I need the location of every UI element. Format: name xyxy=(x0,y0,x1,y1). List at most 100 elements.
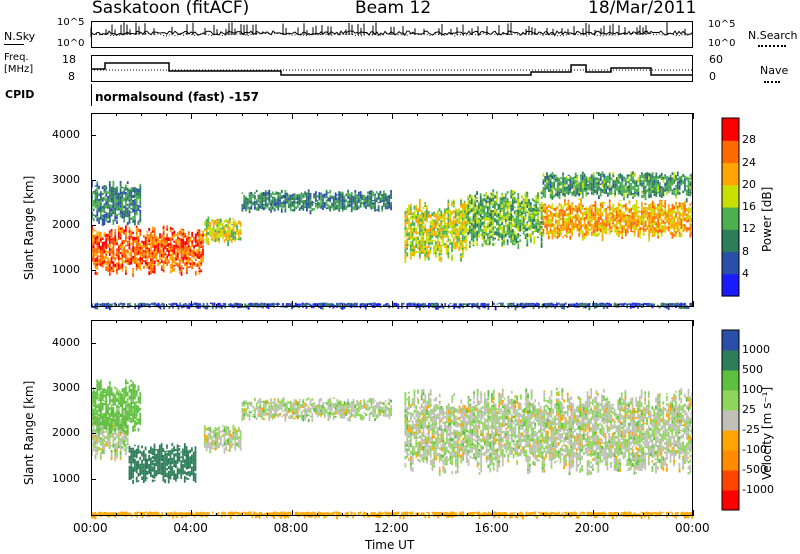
range-cell xyxy=(680,215,683,217)
range-cell xyxy=(409,252,412,254)
range-cell xyxy=(155,247,158,250)
range-cell xyxy=(280,209,283,213)
range-cell xyxy=(187,266,190,268)
range-cell xyxy=(447,249,450,252)
range-cell xyxy=(521,228,523,232)
range-cell xyxy=(571,209,573,211)
range-cell xyxy=(549,226,552,230)
range-cell xyxy=(110,238,113,241)
range-cell xyxy=(560,230,563,234)
range-cell xyxy=(100,193,102,198)
range-cell xyxy=(653,203,656,206)
range-cell xyxy=(675,175,677,179)
range-cell xyxy=(211,302,214,306)
range-cell xyxy=(648,194,650,199)
range-cell xyxy=(189,248,192,253)
range-cell xyxy=(594,220,597,225)
range-cell xyxy=(390,196,392,199)
range-cell xyxy=(522,207,525,212)
range-cell xyxy=(673,175,676,179)
range-cell xyxy=(103,209,106,212)
range-cell xyxy=(447,252,450,256)
range-cell xyxy=(374,201,376,204)
range-cell xyxy=(537,211,539,214)
range-cell xyxy=(440,232,443,237)
range-cell xyxy=(119,263,122,266)
range-cell xyxy=(522,230,525,235)
range-cell xyxy=(541,306,544,308)
range-cell xyxy=(519,235,521,237)
range-cell xyxy=(338,208,341,212)
range-cell xyxy=(162,266,165,270)
range-cell xyxy=(379,193,382,196)
range-cell xyxy=(341,199,344,203)
range-cell xyxy=(356,206,358,211)
range-cell xyxy=(319,302,322,306)
range-cell xyxy=(589,216,591,219)
range-cell xyxy=(193,240,195,242)
range-cell xyxy=(501,202,504,205)
range-cell xyxy=(134,198,136,202)
range-cell xyxy=(546,215,548,220)
range-cell xyxy=(420,221,423,224)
range-cell xyxy=(607,192,609,195)
range-cell xyxy=(465,223,468,225)
range-cell xyxy=(560,233,563,235)
range-cell xyxy=(96,206,99,211)
range-cell xyxy=(347,192,349,197)
range-cell xyxy=(194,258,197,261)
range-cell xyxy=(345,193,348,196)
range-cell xyxy=(655,223,658,226)
range-cell xyxy=(285,306,288,309)
range-cell xyxy=(465,303,468,306)
range-cell xyxy=(452,199,455,201)
range-cell xyxy=(372,200,375,201)
range-cell xyxy=(512,302,515,306)
range-cell xyxy=(485,303,488,307)
range-cell xyxy=(375,199,378,203)
range-cell xyxy=(249,302,252,305)
range-cell xyxy=(619,212,622,214)
range-cell xyxy=(134,306,137,309)
range-cell xyxy=(368,205,371,208)
range-cell xyxy=(682,202,685,204)
range-cell xyxy=(135,263,138,268)
range-cell xyxy=(128,193,131,197)
range-cell xyxy=(678,176,681,180)
range-cell xyxy=(304,199,306,204)
range-cell xyxy=(488,230,491,234)
range-cell xyxy=(673,223,676,227)
range-cell xyxy=(685,198,688,203)
range-cell xyxy=(125,266,127,270)
range-cell xyxy=(504,218,507,223)
range-cell xyxy=(567,217,570,222)
range-cell xyxy=(114,229,117,232)
range-cell xyxy=(648,220,650,224)
range-cell xyxy=(461,242,464,246)
range-cell xyxy=(511,304,513,307)
range-cell xyxy=(676,205,679,209)
range-cell xyxy=(522,222,525,224)
range-cell xyxy=(440,226,443,228)
range-cell xyxy=(641,183,643,187)
range-cell xyxy=(146,231,149,233)
range-cell xyxy=(585,226,588,229)
range-cell xyxy=(225,236,228,241)
range-cell xyxy=(610,190,613,195)
range-cell xyxy=(542,218,545,222)
range-cell xyxy=(476,214,478,216)
range-cell xyxy=(406,231,409,233)
range-cell xyxy=(445,241,448,243)
range-cell xyxy=(461,247,464,250)
range-cell xyxy=(219,302,221,306)
range-cell xyxy=(472,224,475,228)
range-cell xyxy=(467,198,470,200)
range-cell xyxy=(435,235,437,238)
range-cell xyxy=(483,306,486,309)
range-cell xyxy=(126,261,129,265)
range-cell xyxy=(306,195,308,198)
range-cell xyxy=(676,189,679,193)
range-cell xyxy=(619,177,622,179)
range-cell xyxy=(655,172,658,175)
range-cell xyxy=(547,182,550,184)
